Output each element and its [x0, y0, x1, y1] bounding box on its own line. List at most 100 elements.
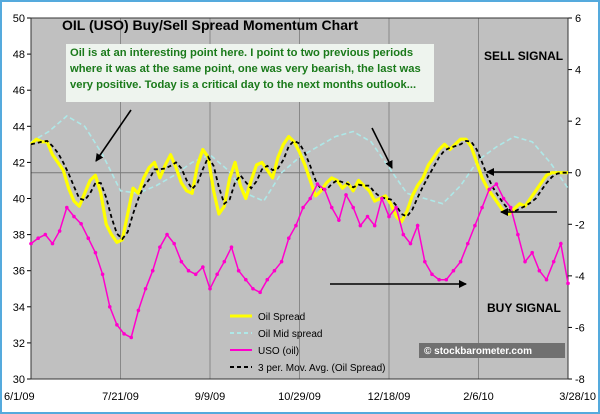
uso-point — [401, 232, 406, 237]
uso-point — [473, 223, 477, 228]
uso-point — [337, 218, 341, 222]
uso-point — [65, 205, 69, 210]
uso-point — [415, 223, 420, 228]
uso-point — [150, 268, 155, 273]
uso-point — [408, 241, 413, 246]
uso-point — [43, 232, 48, 237]
uso-point — [201, 265, 205, 269]
uso-point — [129, 335, 134, 340]
uso-point — [165, 232, 169, 237]
watermark-text: © stockbarometer.com — [424, 346, 532, 357]
y-right-tick-label: 4 — [575, 65, 581, 77]
uso-point — [508, 205, 513, 210]
uso-point — [358, 223, 363, 228]
legend-entry-label: 3 per. Mov. Avg. (Oil Spread) — [258, 363, 385, 374]
annotation-arrow — [95, 109, 132, 162]
uso-point — [272, 268, 277, 273]
uso-point — [50, 241, 55, 246]
series-oil-mid-spread-line — [30, 115, 569, 205]
y-left-tick-label: 40 — [13, 194, 25, 206]
uso-point — [107, 305, 112, 309]
uso-point — [286, 236, 291, 241]
uso-point — [523, 259, 527, 264]
uso-point — [387, 214, 391, 219]
y-right-tick-label: -8 — [575, 374, 585, 386]
uso-point — [229, 245, 234, 250]
uso-point — [158, 245, 162, 250]
uso-point — [258, 290, 262, 295]
uso-point — [437, 277, 441, 282]
uso-point — [136, 308, 141, 313]
y-right-tick-label: 0 — [575, 168, 581, 180]
uso-point — [423, 259, 427, 264]
legend-entry-label: USO (oil) — [258, 346, 299, 357]
uso-point — [380, 196, 384, 201]
uso-point — [193, 272, 198, 277]
uso-point — [236, 268, 241, 273]
uso-point — [566, 281, 570, 286]
y-right-tick-label: -4 — [575, 271, 585, 283]
plot-border — [30, 17, 569, 380]
uso-point — [29, 241, 33, 246]
uso-point — [451, 268, 456, 273]
chart-title: OIL (USO) Buy/Sell Spread Momentum Chart — [62, 17, 358, 33]
uso-point — [530, 250, 534, 255]
series-oil-spread-line — [29, 135, 568, 244]
uso-point — [322, 187, 327, 192]
uso-point — [79, 221, 83, 226]
uso-point — [465, 241, 470, 246]
y-right-tick-label: 2 — [575, 116, 581, 128]
uso-point — [430, 272, 434, 277]
uso-point — [544, 277, 549, 282]
uso-point — [344, 193, 348, 197]
uso-point — [265, 277, 270, 282]
legend-entry-label: Oil Spread — [258, 312, 305, 323]
uso-point — [57, 229, 62, 233]
uso-point — [480, 205, 484, 210]
uso-point — [122, 332, 126, 336]
uso-point — [537, 268, 542, 273]
y-left-tick-label: 30 — [13, 374, 25, 386]
uso-point — [222, 259, 227, 264]
uso-point — [394, 205, 398, 210]
y-right-tick-label: 6 — [575, 13, 581, 25]
x-tick-label: 6/1/09 — [4, 391, 35, 403]
uso-point — [315, 182, 320, 186]
x-tick-label: 10/29/09 — [278, 391, 321, 403]
uso-point — [501, 196, 506, 201]
y-left-tick-label: 44 — [13, 121, 25, 133]
uso-point — [72, 214, 76, 219]
annotation-note: Oil is at an interesting point here. I p… — [66, 44, 434, 102]
uso-point — [100, 272, 105, 277]
uso-point — [372, 223, 377, 228]
uso-point — [279, 259, 284, 264]
uso-point — [458, 259, 463, 264]
uso-point — [215, 272, 219, 277]
series-moving-average-line — [30, 139, 568, 241]
uso-point — [143, 286, 148, 291]
uso-point — [516, 232, 520, 237]
x-tick-label: 3/28/10 — [559, 391, 596, 403]
uso-point — [551, 259, 556, 264]
uso-point — [329, 205, 334, 210]
buy-signal-label: BUY SIGNAL — [487, 301, 561, 315]
x-tick-label: 12/18/09 — [368, 391, 411, 403]
y-left-tick-label: 50 — [13, 13, 25, 25]
legend-entry-label: Oil Mid spread — [258, 329, 322, 340]
uso-point — [365, 214, 370, 219]
y-left-tick-label: 32 — [13, 338, 25, 350]
uso-point — [301, 205, 305, 210]
uso-point — [115, 323, 119, 327]
uso-point — [208, 286, 212, 291]
uso-point — [179, 259, 184, 264]
y-left-tick-label: 48 — [13, 49, 25, 61]
x-tick-label: 9/9/09 — [195, 391, 226, 403]
uso-point — [186, 268, 191, 273]
y-right-tick-label: -6 — [575, 322, 585, 334]
series-uso-line — [30, 182, 569, 339]
y-left-tick-label: 36 — [13, 266, 25, 278]
annotation-arrow — [371, 127, 393, 169]
uso-point — [86, 236, 91, 241]
uso-point — [559, 241, 563, 246]
y-left-tick-label: 38 — [13, 230, 25, 242]
